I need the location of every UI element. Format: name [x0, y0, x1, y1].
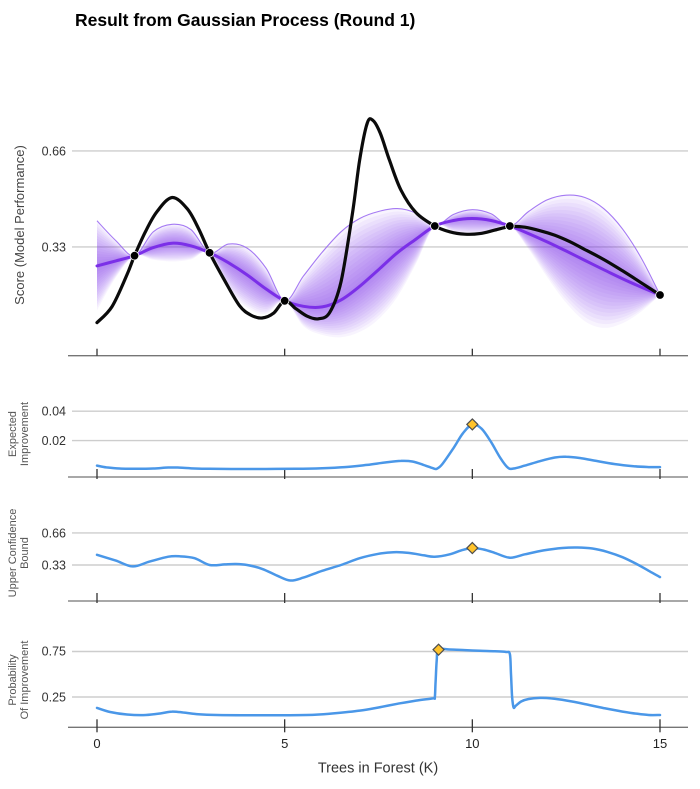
- y-tick-label: 0.75: [42, 645, 66, 659]
- observed-point: [279, 296, 290, 306]
- gp-uncertainty-band-layer: [97, 214, 660, 319]
- y-tick-label: 0.33: [42, 559, 66, 573]
- gp-uncertainty-band-layer: [97, 215, 660, 317]
- x-tick-label: 10: [465, 736, 479, 751]
- y-axis-label-of-improvement: Of Improvement: [19, 641, 31, 720]
- y-axis-label-upper-confidence: Upper Confidence: [7, 509, 19, 598]
- y-axis-label-expected: Expected: [7, 411, 19, 457]
- x-tick-label: 0: [93, 736, 100, 751]
- gp-uncertainty-band-layer: [97, 202, 660, 333]
- x-axis-title: Trees in Forest (K): [318, 761, 438, 777]
- gp-uncertainty-band-layer: [97, 216, 660, 313]
- y-axis-label-improvement: Improvement: [19, 402, 31, 466]
- y-tick-label: 0.02: [42, 434, 66, 448]
- expected-improvement-best-point-marker: [465, 418, 479, 431]
- chart-render-root: [68, 117, 688, 733]
- upper-confidence-bound-best-point-marker: [465, 541, 479, 555]
- gp-uncertainty-band-layer: [97, 216, 660, 315]
- probability-of-improvement-curve: [95, 647, 662, 717]
- observed-point: [204, 248, 215, 258]
- axis-labels: Score (Model Performance) 0.66 0.33 Expe…: [7, 145, 667, 777]
- y-tick-label: 0.66: [42, 527, 66, 541]
- upper-confidence-bound-curve: [95, 546, 662, 582]
- observed-point: [430, 221, 440, 231]
- y-axis-label-probability: Probability: [7, 654, 19, 706]
- x-tick-label: 5: [281, 736, 288, 751]
- y-tick-label: 0.33: [42, 241, 66, 255]
- probability-of-improvement-best-point-marker: [432, 643, 445, 657]
- expected-improvement-curve: [95, 423, 662, 471]
- figure-title: Result from Gaussian Process (Round 1): [75, 10, 416, 30]
- observed-point: [129, 250, 140, 261]
- y-tick-label: 0.66: [42, 145, 66, 159]
- true-function-line: [95, 117, 662, 325]
- gp-mean-line: [95, 216, 662, 309]
- observed-point: [505, 221, 515, 231]
- y-tick-label: 0.04: [42, 405, 66, 419]
- x-tick-label: 15: [653, 736, 667, 751]
- y-tick-label: 0.25: [42, 691, 66, 705]
- gp-uncertainty-band-layer: [97, 217, 660, 311]
- gp-upper-bound-line: [96, 194, 661, 302]
- gp-uncertainty-band-layer: [97, 198, 660, 335]
- y-axis-label-score: Score (Model Performance): [12, 145, 27, 305]
- observed-point: [655, 290, 665, 300]
- gp-uncertainty-band-layer: [97, 214, 660, 321]
- y-axis-label-bound: Bound: [19, 537, 31, 569]
